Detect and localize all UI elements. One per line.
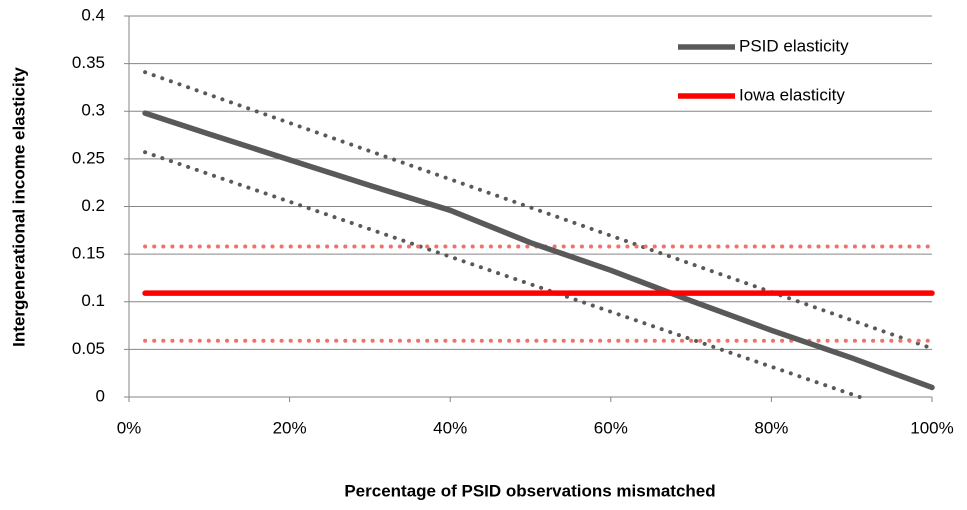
y-tick-label: 0.05 [72,339,105,358]
x-tick-label: 0% [117,418,142,437]
band-line [143,70,934,351]
y-axis-title: Intergenerational income elasticity [9,67,28,347]
x-tick-label: 80% [754,418,788,437]
y-tick-label: 0.15 [72,244,105,263]
y-tick-label: 0.1 [81,291,105,310]
x-tick-label: 60% [594,418,628,437]
y-tick-label: 0.25 [72,148,105,167]
y-tick-label: 0.35 [72,53,105,72]
legend-label: PSID elasticity [739,36,849,55]
band-line [143,150,862,399]
series-line [142,110,935,391]
legend-label: Iowa elasticity [739,85,845,104]
y-tick-label: 0.3 [81,101,105,120]
y-tick-label: 0.2 [81,196,105,215]
x-tick-label: 100% [910,418,953,437]
y-tick-label: 0.4 [81,5,105,24]
x-tick-label: 40% [433,418,467,437]
y-tick-label: 0 [96,386,105,405]
x-tick-label: 20% [273,418,307,437]
x-axis-title: Percentage of PSID observations mismatch… [344,481,715,500]
